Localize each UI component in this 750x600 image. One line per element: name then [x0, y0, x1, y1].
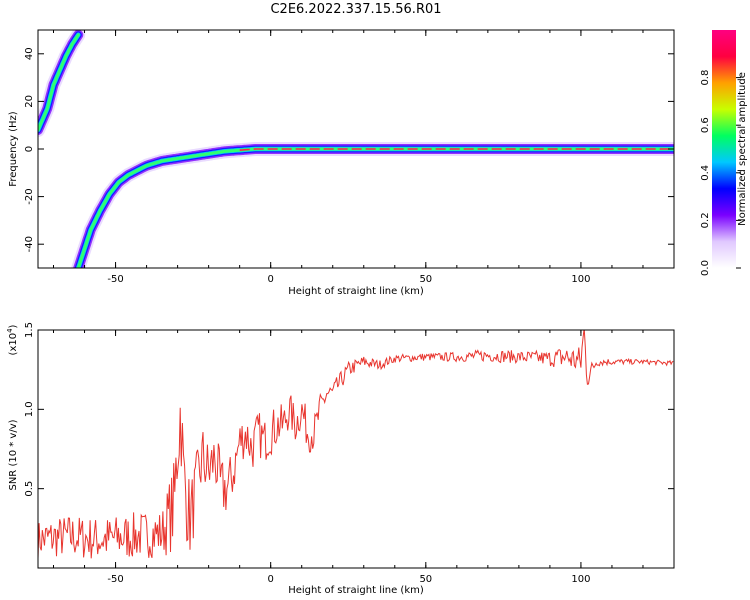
- svg-text:(x104): (x104): [6, 324, 19, 355]
- colorbar-tick-label: 0.8: [700, 70, 711, 86]
- spectrogram-x-tick-label: 100: [571, 274, 590, 285]
- spectrogram-x-axis-label: Height of straight line (km): [288, 286, 424, 297]
- spectrogram-y-tick-label: 20: [24, 95, 35, 108]
- snr-y-tick-label: 1.0: [24, 401, 35, 417]
- snr-series-line: [38, 330, 674, 559]
- spectrogram-x-tick-label: 0: [267, 274, 273, 285]
- spectrogram-y-tick-label: -40: [24, 236, 35, 252]
- colorbar-tick-label: 0.4: [700, 165, 711, 181]
- colorbar-tick-label: 0.6: [700, 117, 711, 133]
- spectrogram-y-tick-label: -20: [24, 188, 35, 204]
- snr-panel: -50 0 50 100 0.5 1.0 1.5 Height of straight l…: [6, 322, 675, 596]
- colorbar-ticks: 0.0 0.2 0.4 0.6 0.8: [700, 70, 741, 276]
- snr-y-tick-label: 1.5: [24, 322, 35, 338]
- spectrogram-y-tick-label: 0: [24, 146, 35, 152]
- colorbar-gradient: [712, 30, 736, 268]
- colorbar: 0.0 0.2 0.4 0.6 0.8 Normalized spectral ampl…: [700, 30, 748, 276]
- spectrogram-y-axis-label: Frequency (Hz): [8, 111, 19, 187]
- snr-x-ticks: -50 0 50 100: [53, 330, 675, 585]
- spectrogram-marks: [38, 30, 674, 268]
- snr-multiplier-exponent: 4: [6, 328, 14, 333]
- colorbar-tick-label: 0.2: [700, 212, 711, 228]
- snr-x-tick-label: 0: [267, 574, 273, 585]
- snr-y-ticks: 0.5 1.0 1.5: [24, 322, 674, 497]
- colorbar-tick-label: 0.0: [700, 260, 711, 276]
- spectrogram-y-ticks: -40 -20 0 20 40: [24, 47, 674, 252]
- snr-y-multiplier: (x104): [6, 324, 19, 355]
- spectrogram-trace-0: [38, 33, 80, 132]
- spectrogram-x-ticks: -50 0 50 100: [53, 30, 675, 285]
- chart-title: C2E6.2022.337.15.56.R01: [270, 2, 442, 17]
- snr-frame: [37, 329, 675, 569]
- spectrogram-x-tick-label: 50: [419, 274, 432, 285]
- snr-multiplier-base: (x10: [8, 333, 19, 356]
- spectrogram-y-tick-label: 40: [24, 47, 35, 60]
- snr-x-tick-label: 50: [419, 574, 432, 585]
- snr-y-tick-label: 0.5: [24, 481, 35, 497]
- colorbar-label: Normalized spectral amplitude: [737, 72, 748, 226]
- spectrogram-panel: -50 0 50 100 -40 -20 0 20 40 Height of straight…: [8, 29, 675, 297]
- snr-x-tick-label: -50: [107, 574, 123, 585]
- snr-x-axis-label: Height of straight line (km): [288, 585, 424, 596]
- spectrogram-trace-1: [76, 147, 674, 268]
- snr-plot-area: [38, 330, 674, 568]
- spectrogram-peak-core: [239, 148, 674, 151]
- spectrogram-x-tick-label: -50: [107, 274, 123, 285]
- snr-x-tick-label: 100: [571, 574, 590, 585]
- snr-y-axis-label: SNR (10 * v/v): [8, 419, 19, 490]
